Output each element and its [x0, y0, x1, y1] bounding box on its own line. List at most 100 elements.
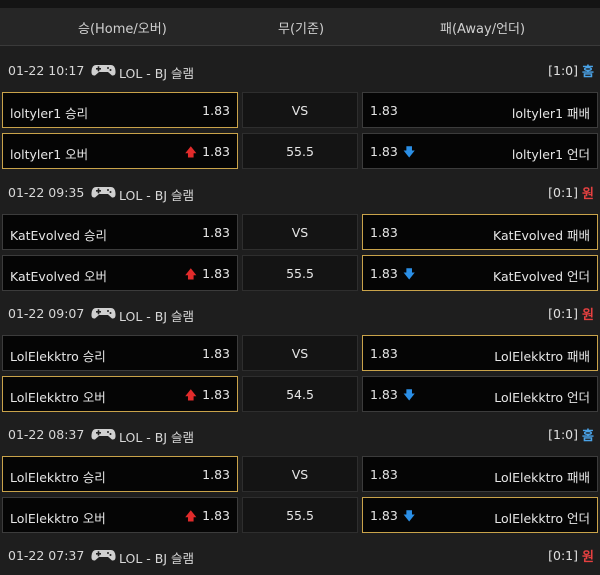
game-score: [0:1]: [548, 185, 578, 200]
bet-away-button[interactable]: 1.83 🡇 KatEvolved 언더: [362, 255, 598, 291]
draw-value: VS: [291, 346, 309, 361]
arrow-down-icon: 🡇: [403, 509, 416, 523]
bet-home-button[interactable]: loltyler1 승리 1.83: [2, 92, 238, 128]
bet-away-button[interactable]: 1.83 🡇 loltyler1 언더: [362, 133, 598, 169]
league-name: LOL - BJ 슬램: [119, 551, 195, 566]
column-header: 승(Home/오버) 무(기준) 패(Away/언더): [0, 8, 600, 46]
game-score: [1:0]: [548, 427, 578, 442]
draw-value: VS: [291, 103, 309, 118]
home-odds: 1.83: [202, 467, 230, 482]
league-name: LOL - BJ 슬램: [119, 309, 195, 324]
draw-value: 55.5: [286, 508, 314, 523]
game-header: 01-22 07:37 LOL - BJ 슬램 [0:1] 원: [0, 535, 600, 575]
arrow-up-icon: 🡅: [184, 509, 197, 523]
away-label: loltyler1 패배: [511, 106, 590, 121]
away-odds: 1.83: [370, 508, 398, 523]
home-label: LolElekktro 오버: [10, 511, 106, 526]
arrow-up-icon: 🡅: [184, 145, 197, 159]
game-time: 01-22 09:35: [8, 185, 85, 200]
game-score: [0:1]: [548, 306, 578, 321]
gamepad-icon: [91, 306, 116, 320]
home-odds: 1.83: [202, 346, 230, 361]
result-badge: 홈: [582, 65, 594, 80]
gamepad-icon: [91, 185, 116, 199]
bet-away-button[interactable]: 1.83 LolElekktro 패배: [362, 456, 598, 492]
home-label: loltyler1 승리: [10, 106, 89, 121]
away-label: KatEvolved 패배: [493, 228, 590, 243]
draw-cell: VS: [242, 214, 358, 250]
draw-cell: 55.5: [242, 133, 358, 169]
result-badge: 원: [582, 308, 594, 323]
bet-home-button[interactable]: LolElekktro 오버 🡅 1.83: [2, 376, 238, 412]
away-odds: 1.83: [370, 225, 398, 240]
gamepad-icon: [91, 427, 116, 441]
draw-cell: VS: [242, 456, 358, 492]
league-name: LOL - BJ 슬램: [119, 66, 195, 81]
away-odds: 1.83: [370, 266, 398, 281]
arrow-down-icon: 🡇: [403, 145, 416, 159]
draw-value: 54.5: [286, 387, 314, 402]
arrow-up-icon: 🡅: [184, 267, 197, 281]
header-draw: 무(기준): [278, 22, 325, 37]
game-time: 01-22 07:37: [8, 548, 85, 563]
home-label: KatEvolved 승리: [10, 228, 107, 243]
away-label: LolElekktro 언더: [494, 511, 590, 526]
game-time: 01-22 10:17: [8, 63, 85, 78]
game-header: 01-22 09:07 LOL - BJ 슬램 [0:1] 원: [0, 293, 600, 333]
gamepad-icon: [91, 548, 116, 562]
bet-home-button[interactable]: KatEvolved 승리 1.83: [2, 214, 238, 250]
arrow-down-icon: 🡇: [403, 267, 416, 281]
game-score: [1:0]: [548, 63, 578, 78]
away-odds: 1.83: [370, 144, 398, 159]
game-header: 01-22 09:35 LOL - BJ 슬램 [0:1] 원: [0, 172, 600, 212]
home-label: loltyler1 오버: [10, 147, 89, 162]
away-odds: 1.83: [370, 467, 398, 482]
bet-away-button[interactable]: 1.83 LolElekktro 패배: [362, 335, 598, 371]
game-time: 01-22 09:07: [8, 306, 85, 321]
bet-home-button[interactable]: LolElekktro 승리 1.83: [2, 456, 238, 492]
game-score: [0:1]: [548, 548, 578, 563]
result-badge: 원: [582, 187, 594, 202]
home-odds: 1.83: [202, 508, 230, 523]
bet-away-button[interactable]: 1.83 🡇 LolElekktro 언더: [362, 497, 598, 533]
top-bar: [0, 0, 600, 8]
draw-value: 55.5: [286, 266, 314, 281]
arrow-up-icon: 🡅: [184, 388, 197, 402]
home-odds: 1.83: [202, 225, 230, 240]
away-label: LolElekktro 패배: [494, 349, 590, 364]
result-badge: 원: [582, 550, 594, 565]
draw-value: VS: [291, 467, 309, 482]
away-odds: 1.83: [370, 103, 398, 118]
bet-away-button[interactable]: 1.83 loltyler1 패배: [362, 92, 598, 128]
home-label: LolElekktro 승리: [10, 349, 106, 364]
draw-value: VS: [291, 225, 309, 240]
draw-cell: VS: [242, 335, 358, 371]
league-name: LOL - BJ 슬램: [119, 188, 195, 203]
away-label: LolElekktro 패배: [494, 470, 590, 485]
game-header: 01-22 10:17 LOL - BJ 슬램 [1:0] 홈: [0, 50, 600, 90]
bet-home-button[interactable]: LolElekktro 승리 1.83: [2, 335, 238, 371]
header-home: 승(Home/오버): [78, 22, 167, 37]
away-odds: 1.83: [370, 346, 398, 361]
bet-home-button[interactable]: loltyler1 오버 🡅 1.83: [2, 133, 238, 169]
draw-cell: 55.5: [242, 255, 358, 291]
bet-away-button[interactable]: 1.83 KatEvolved 패배: [362, 214, 598, 250]
away-label: KatEvolved 언더: [493, 269, 590, 284]
draw-cell: VS: [242, 92, 358, 128]
result-badge: 홈: [582, 429, 594, 444]
draw-cell: 55.5: [242, 497, 358, 533]
game-header: 01-22 08:37 LOL - BJ 슬램 [1:0] 홈: [0, 414, 600, 454]
away-label: LolElekktro 언더: [494, 390, 590, 405]
bet-away-button[interactable]: 1.83 🡇 LolElekktro 언더: [362, 376, 598, 412]
home-odds: 1.83: [202, 266, 230, 281]
bet-home-button[interactable]: LolElekktro 오버 🡅 1.83: [2, 497, 238, 533]
arrow-down-icon: 🡇: [403, 388, 416, 402]
home-odds: 1.83: [202, 103, 230, 118]
game-time: 01-22 08:37: [8, 427, 85, 442]
home-label: LolElekktro 오버: [10, 390, 106, 405]
home-odds: 1.83: [202, 144, 230, 159]
home-odds: 1.83: [202, 387, 230, 402]
away-odds: 1.83: [370, 387, 398, 402]
bet-home-button[interactable]: KatEvolved 오버 🡅 1.83: [2, 255, 238, 291]
header-away: 패(Away/언더): [440, 22, 526, 37]
